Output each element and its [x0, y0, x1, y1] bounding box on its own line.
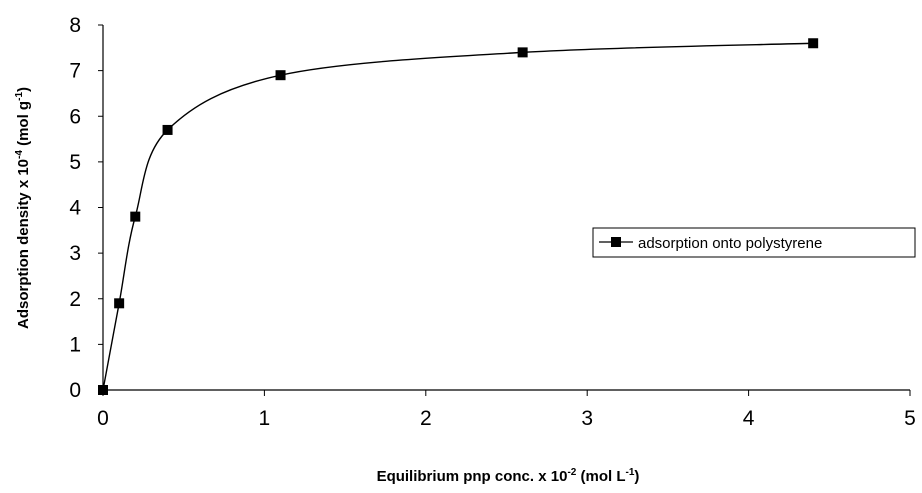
y-tick-label: 5 [69, 151, 81, 174]
y-tick-label: 1 [69, 333, 81, 356]
y-tick-label: 0 [69, 379, 81, 402]
x-tick-label: 2 [420, 407, 432, 430]
x-tick-label: 4 [743, 407, 755, 430]
y-tick-label: 3 [69, 242, 81, 265]
data-point-marker [808, 38, 819, 49]
legend-marker-sample [611, 237, 621, 247]
legend-label: adsorption onto polystyrene [638, 235, 822, 252]
data-point-marker [162, 124, 173, 135]
x-axis-ticks: 0 1 2 3 4 5 [97, 390, 916, 430]
y-axis-ticks: 0 1 2 3 4 5 6 7 8 [69, 14, 103, 402]
series-layer [98, 38, 819, 395]
data-point-marker [130, 211, 141, 222]
x-tick-label: 3 [581, 407, 593, 430]
data-point-marker [98, 385, 108, 395]
x-tick-label: 0 [97, 407, 109, 430]
legend-box [592, 227, 916, 258]
y-tick-label: 4 [69, 197, 81, 220]
y-tick-label: 7 [69, 60, 81, 83]
x-tick-label: 1 [259, 407, 271, 430]
series-line [102, 42, 814, 391]
legend: adsorption onto polystyrene [592, 227, 916, 258]
y-tick-label: 8 [69, 14, 81, 37]
x-axis-title: Equilibrium pnp conc. x 10-2 (mol L-1) [377, 467, 640, 485]
x-tick-label: 5 [904, 407, 916, 430]
data-point-marker [517, 47, 528, 58]
data-point-marker [114, 298, 125, 309]
data-point-marker [275, 70, 286, 81]
y-tick-label: 2 [69, 288, 81, 311]
axes [102, 25, 910, 391]
y-tick-label: 6 [69, 105, 81, 128]
y-axis-title: Adsorption density x 10-4 (mol g-1) [14, 87, 32, 329]
